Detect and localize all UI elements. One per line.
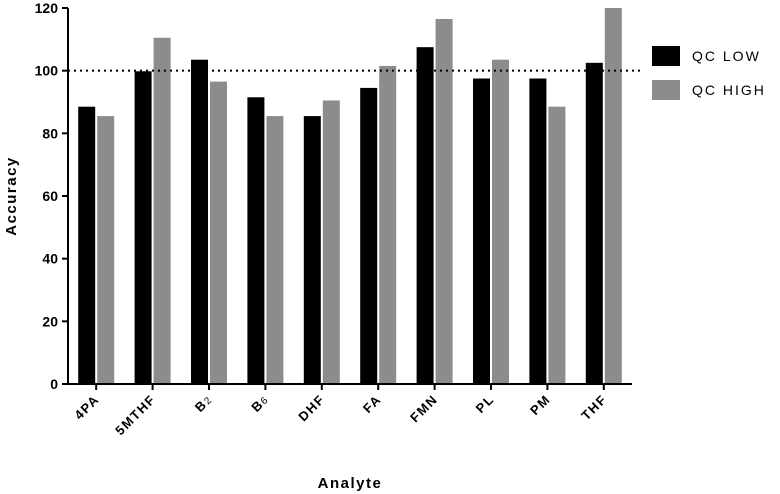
x-tick-label: B6 [248, 392, 271, 415]
bar-qc-high [210, 81, 227, 384]
x-axis-ticks: 4PA 5MTHF B2 B6 DHF FA FMN PL PM THF [71, 384, 610, 438]
legend-label: QC HIGH [692, 82, 766, 98]
bar-qc-low [416, 47, 434, 385]
y-axis-ticks: 0 20 40 60 80 100 120 [35, 0, 68, 392]
bars [78, 8, 622, 385]
x-tick-label: FMN [407, 392, 441, 426]
y-axis-title: Accuracy [3, 156, 20, 236]
bar-qc-high [492, 59, 509, 384]
y-tick-label: 20 [42, 313, 58, 329]
bar-qc-high [548, 106, 566, 384]
bar-qc-high [153, 37, 171, 385]
x-tick-label: PL [473, 392, 497, 416]
bar-qc-low [247, 97, 265, 385]
x-tick-label: 4PA [71, 392, 102, 423]
legend-swatch [652, 80, 680, 100]
y-tick-label: 100 [35, 63, 59, 79]
bar-qc-high [379, 65, 397, 384]
y-tick-label: 120 [35, 0, 59, 16]
bar-qc-low [303, 116, 321, 384]
bar-qc-low [78, 106, 96, 384]
bar-qc-high [435, 18, 453, 384]
bar-qc-low [134, 71, 152, 384]
y-tick-label: 80 [42, 125, 58, 141]
legend-swatch [652, 46, 680, 66]
legend: QC LOW QC HIGH [652, 46, 766, 100]
bar-qc-low [473, 78, 490, 384]
bar-qc-high [97, 116, 115, 384]
x-tick-label: FA [360, 392, 384, 416]
bar-qc-low [191, 59, 208, 384]
x-tick-label: THF [578, 392, 610, 424]
bar-qc-high [322, 100, 340, 384]
x-axis-title: Analyte [318, 475, 383, 492]
y-tick-label: 0 [50, 376, 58, 392]
x-tick-label: 5MTHF [112, 392, 159, 439]
bar-qc-low [529, 78, 547, 384]
legend-label: QC LOW [692, 48, 761, 64]
bar-qc-high [266, 116, 284, 384]
bar-qc-high [604, 8, 622, 384]
y-tick-label: 40 [42, 251, 58, 267]
y-tick-label: 60 [42, 188, 58, 204]
x-tick-label: PM [527, 392, 554, 419]
bar-qc-low [360, 87, 378, 385]
bar-qc-low [585, 62, 603, 384]
x-tick-label: B2 [192, 392, 215, 415]
x-tick-label: DHF [295, 392, 328, 425]
